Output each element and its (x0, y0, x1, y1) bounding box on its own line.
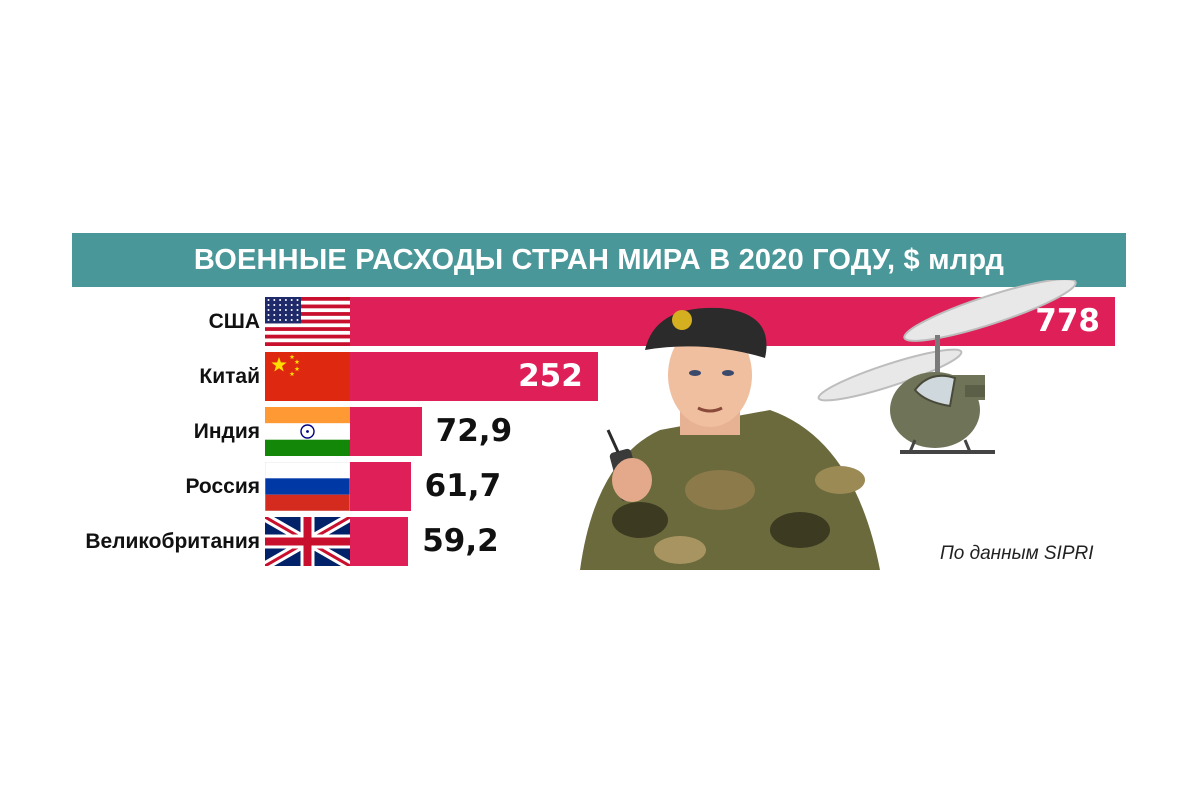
value-label: 61,7 (424, 468, 502, 504)
value-label: 72,9 (435, 413, 513, 449)
russia-flag-icon (264, 461, 351, 512)
soldier-helicopter-illustration (580, 280, 1077, 570)
country-label: Индия (193, 420, 260, 443)
chart-title: ВОЕННЫЕ РАСХОДЫ СТРАН МИРА В 2020 ГОДУ, … (72, 233, 1126, 287)
bar (350, 462, 411, 511)
india-flag-icon (265, 407, 350, 456)
country-label: Китай (199, 365, 260, 388)
bar (350, 352, 598, 401)
value-label: 59,2 (422, 523, 499, 559)
source-note: По данным SIPRI (940, 543, 1094, 564)
value-label: 252 (518, 358, 583, 394)
country-label: Великобритания (85, 530, 260, 553)
usa-flag-icon (265, 297, 350, 347)
helicopter-icon (817, 280, 1077, 454)
bar (350, 407, 422, 456)
value-label: 778 (1035, 303, 1100, 339)
country-label: США (208, 310, 260, 333)
country-label: Россия (185, 475, 260, 498)
bar (350, 517, 409, 566)
china-flag-icon (265, 352, 350, 401)
uk-flag-icon (262, 513, 353, 570)
soldier-icon (580, 307, 880, 570)
